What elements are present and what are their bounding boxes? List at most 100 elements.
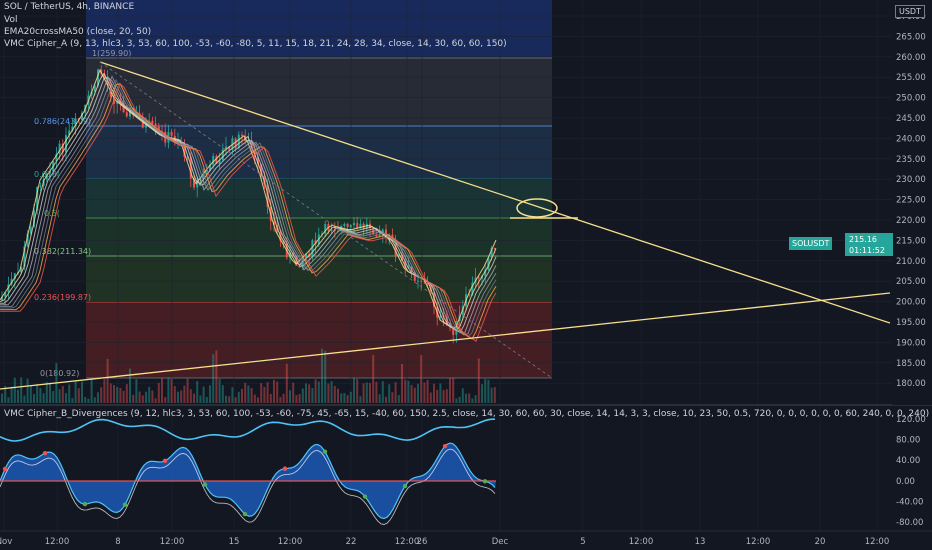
candle-body xyxy=(452,326,455,335)
volume-bar xyxy=(305,383,307,403)
candle-body xyxy=(241,134,243,137)
ema-line xyxy=(0,83,497,342)
price-tick-label: 210.00 xyxy=(896,257,926,267)
oscillator-axis[interactable]: 120.00 80.00 40.00 0.00 -40.00 -80.00 xyxy=(892,406,932,531)
volume-bar xyxy=(468,393,471,403)
ema-legend[interactable]: EMA20crossMA50 (close, 20, 50) xyxy=(4,27,152,37)
volume-bar xyxy=(253,394,256,403)
candle-body xyxy=(289,252,291,258)
candle-body xyxy=(321,233,323,235)
candle-body xyxy=(65,135,67,153)
volume-bar xyxy=(45,382,48,403)
candle-body xyxy=(385,229,387,237)
volume-bar xyxy=(477,358,480,403)
volume-bar xyxy=(1,393,3,403)
volume-bar xyxy=(378,394,381,403)
candle-body xyxy=(189,157,192,179)
price-tick-label: 200.00 xyxy=(896,298,926,308)
volume-bar xyxy=(273,379,275,403)
rsi-line xyxy=(0,418,495,442)
volume-bar xyxy=(97,392,99,403)
candle-body xyxy=(193,178,195,188)
candle-body xyxy=(20,267,23,273)
time-tick-label: 26 xyxy=(417,537,428,547)
volume-bar xyxy=(244,382,247,403)
volume-bar xyxy=(58,389,61,403)
candle-body xyxy=(68,130,71,136)
time-tick-label: 20 xyxy=(815,537,826,547)
price-badge-symbol: SOLUSDT xyxy=(789,237,833,250)
highlight-ellipse[interactable] xyxy=(516,198,558,218)
volume-bar xyxy=(4,386,7,403)
volume-bar xyxy=(474,395,477,403)
price-tick-label: 240.00 xyxy=(896,134,926,144)
time-tick-label: 12:00 xyxy=(45,537,70,547)
price-axis[interactable]: 270.00265.00260.00255.00250.00245.00240.… xyxy=(892,0,932,405)
ema-line xyxy=(0,76,497,336)
candle-body xyxy=(484,269,487,276)
time-tick-label: 12:00 xyxy=(865,537,890,547)
candle-body xyxy=(106,79,109,86)
volume-bar xyxy=(311,387,314,403)
volume-bar xyxy=(260,383,263,403)
volume-bar xyxy=(87,398,90,403)
volume-bar xyxy=(148,386,151,403)
volume-bar xyxy=(276,381,279,403)
volume-bar xyxy=(186,378,189,403)
wave-line xyxy=(0,442,496,520)
volume-bar xyxy=(484,378,487,403)
price-tick-label: 260.00 xyxy=(896,53,926,63)
symbol-title[interactable]: SOL / TetherUS, 4h, BINANCE xyxy=(4,2,135,12)
time-tick-label: 12:00 xyxy=(629,537,654,547)
cipher-b-legend[interactable]: VMC Cipher_B_Divergences (9, 12, hlc3, 3… xyxy=(4,409,930,419)
candle-body xyxy=(273,221,275,225)
candle-body xyxy=(103,73,106,80)
volume-bar xyxy=(308,384,311,403)
volume-bar xyxy=(461,388,464,403)
candle-body xyxy=(346,223,349,228)
volume-bar xyxy=(122,390,125,403)
cipher-a-legend[interactable]: VMC Cipher_A (9, 13, hlc3, 3, 53, 60, 10… xyxy=(4,39,507,49)
candle-body xyxy=(413,272,416,281)
cross-dot xyxy=(242,511,248,517)
price-tick-label: 215.00 xyxy=(896,236,926,246)
candle-body xyxy=(215,156,218,164)
volume-bar xyxy=(7,397,10,403)
candle-body xyxy=(125,112,128,117)
candle-body xyxy=(397,254,400,257)
volume-bar xyxy=(145,391,147,403)
volume-bar xyxy=(490,387,493,403)
descending-trendline[interactable] xyxy=(99,61,891,324)
currency-button[interactable]: USDT xyxy=(895,5,925,18)
candle-body xyxy=(4,292,7,297)
candle-body xyxy=(218,160,221,164)
candle-body xyxy=(209,164,211,171)
volume-bar xyxy=(81,381,83,403)
price-tick-label: 225.00 xyxy=(896,196,926,206)
volume-bar xyxy=(225,395,227,403)
volume-bar xyxy=(103,379,106,403)
volume-bar xyxy=(458,396,461,403)
time-axis[interactable]: Nov12:00812:001512:002212:0026Dec512:001… xyxy=(0,530,932,550)
volume-bar xyxy=(116,386,119,403)
price-tick-label: 185.00 xyxy=(896,359,926,369)
volume-bar xyxy=(151,390,154,403)
volume-bar xyxy=(266,382,269,403)
cross-dot xyxy=(402,483,408,489)
volume-bar xyxy=(17,389,19,403)
ascending-trendline[interactable] xyxy=(0,292,891,390)
candle-body xyxy=(247,140,250,142)
cross-dot xyxy=(2,466,8,472)
fib-label-5: 0.5( xyxy=(44,209,60,218)
volume-bar xyxy=(349,391,352,403)
volume-bar xyxy=(205,396,208,403)
volume-legend[interactable]: Vol xyxy=(4,15,18,25)
volume-bar xyxy=(372,354,375,403)
volume-bar xyxy=(180,390,183,403)
ema-line xyxy=(0,75,497,335)
volume-bar xyxy=(49,382,51,403)
dashed-projection xyxy=(99,61,553,379)
fib-label-top: 1(259.90) xyxy=(92,49,131,58)
volume-bar xyxy=(42,393,45,403)
